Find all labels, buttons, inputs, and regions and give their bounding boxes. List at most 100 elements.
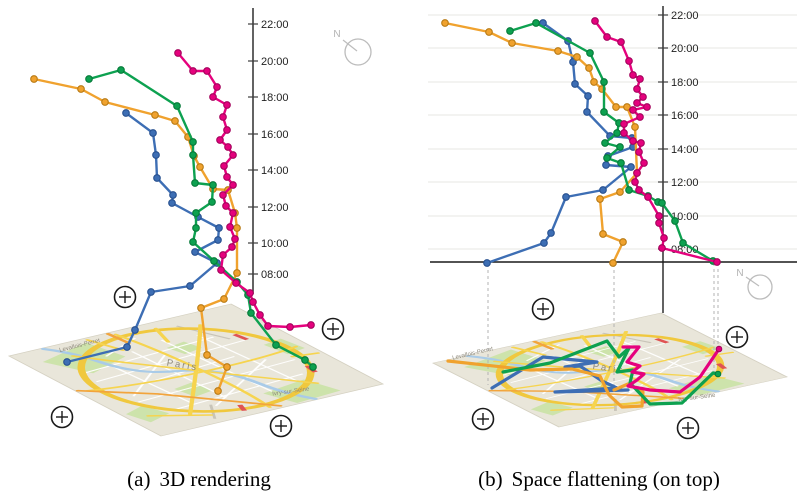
- map-major-road: [113, 333, 272, 408]
- trajectory-blue-point: [602, 161, 610, 169]
- trajectory-green-point: [625, 186, 633, 194]
- map-corner-control[interactable]: [50, 405, 74, 429]
- map-corner-control[interactable]: [113, 285, 137, 309]
- map-minor-road: [618, 359, 682, 401]
- trajectory-orange: [441, 19, 641, 267]
- map-major-road: [579, 335, 593, 348]
- map-rail-marker: [654, 338, 670, 344]
- trajectory-orange-point: [590, 78, 598, 86]
- trajectory-magenta-point: [633, 169, 641, 177]
- trajectory-magenta-point: [713, 258, 721, 266]
- trajectory-magenta-point: [636, 113, 644, 121]
- trajectory-orange-point: [101, 98, 109, 106]
- caption-a-text: 3D rendering: [159, 467, 271, 491]
- trajectory-orange-point: [616, 188, 624, 196]
- trajectory-blue-point: [540, 239, 548, 247]
- trajectory-green-point: [506, 27, 514, 35]
- trajectory-green-point: [189, 238, 197, 246]
- trajectory-green-point: [189, 151, 197, 159]
- time-tick-label: 22:00: [261, 19, 289, 31]
- trajectory-blue-point: [131, 326, 139, 334]
- trajectory-magenta-point: [229, 181, 237, 189]
- time-tick-label: 18:00: [261, 92, 289, 104]
- trajectory-orange-point: [599, 230, 607, 238]
- trajectory-magenta-point: [633, 85, 641, 93]
- trajectory-green-point: [247, 309, 255, 317]
- trajectory-blue-point: [186, 282, 194, 290]
- trajectory-green-line: [508, 21, 715, 263]
- trajectory-magenta-point: [633, 99, 641, 107]
- trajectory-magenta-point: [189, 67, 197, 75]
- map-corner-control[interactable]: [531, 297, 555, 321]
- map-minor-road: [150, 356, 236, 383]
- time-tick-label: 10:00: [261, 238, 289, 250]
- map-corner-control[interactable]: [269, 414, 293, 438]
- trajectory-magenta-point: [307, 321, 315, 329]
- trajectory-green-point: [679, 239, 687, 247]
- trajectory-magenta-point: [637, 139, 645, 147]
- trajectory-orange-point: [171, 117, 179, 125]
- trajectory-magenta-point: [635, 148, 643, 156]
- trajectory-green-point: [671, 217, 679, 225]
- map-major-road: [187, 324, 203, 415]
- flattened-trajectory-green: [501, 339, 720, 406]
- caption-b: (b) Space flattening (on top): [400, 467, 798, 492]
- trajectory-magenta-point: [660, 234, 668, 242]
- flattened-end-point-green: [714, 370, 722, 378]
- trajectory-orange-point: [554, 47, 562, 55]
- trajectory-magenta-point: [217, 266, 225, 274]
- trajectory-green-point: [272, 341, 280, 349]
- map-major-road: [146, 414, 214, 417]
- trajectory-orange-point: [485, 28, 493, 36]
- trajectory-magenta-point: [629, 106, 637, 114]
- time-tick-label: 12:00: [261, 202, 289, 214]
- time-tick-label: 20:00: [261, 56, 289, 68]
- trajectory-blue-point: [152, 151, 160, 159]
- trajectory-orange-point: [220, 295, 228, 303]
- map-rail-marker: [237, 404, 248, 411]
- trajectory-orange-point: [214, 387, 222, 395]
- map-corner-control[interactable]: [471, 407, 495, 431]
- flattened-trajectory-magenta: [621, 345, 721, 394]
- trajectory-magenta-point: [246, 289, 254, 297]
- trajectory-magenta-point: [219, 113, 227, 121]
- trajectory-green-point: [613, 129, 621, 137]
- trajectory-green-point: [208, 198, 216, 206]
- flattened-end-point-magenta: [715, 345, 723, 353]
- trajectory-magenta-point: [232, 279, 240, 287]
- trajectory-blue-point: [123, 343, 131, 351]
- time-tick-label: 16:00: [261, 129, 289, 141]
- map-major-road: [539, 341, 674, 401]
- map-corner-control[interactable]: [725, 325, 749, 349]
- trajectory-orange-point: [612, 103, 620, 111]
- map-corner-control[interactable]: [676, 416, 700, 440]
- map-minor-road: [562, 357, 652, 382]
- map-corner-control[interactable]: [321, 317, 345, 341]
- panel-space-flattening: 22:00 20:00 18:00 16:00 14:00 12:00 10:00 08:00…: [400, 0, 798, 504]
- map-major-road: [704, 351, 735, 357]
- trajectory-green-point: [600, 78, 608, 86]
- trajectory-magenta-point: [219, 191, 227, 199]
- trajectory-blue-point: [584, 92, 592, 100]
- trajectory-orange-point: [596, 195, 604, 203]
- map-major-road: [590, 331, 629, 409]
- map-park: [166, 341, 202, 355]
- trajectory-green-point: [603, 154, 611, 162]
- map-minor-road: [130, 351, 228, 398]
- trajectory-magenta-point: [249, 298, 257, 306]
- trajectory-magenta-point: [617, 38, 625, 46]
- trajectory-magenta-point: [603, 33, 611, 41]
- map-minor-road: [196, 334, 299, 382]
- trajectory-orange-point: [223, 363, 231, 371]
- trajectory-magenta-point: [635, 186, 643, 194]
- compass-needle: [745, 276, 760, 287]
- trajectory-magenta-point: [655, 219, 663, 227]
- time-tick-label: 12:00: [671, 177, 699, 189]
- trajectory-magenta-point: [226, 223, 234, 231]
- trajectory-orange-point: [609, 259, 617, 267]
- trajectory-blue-point: [483, 259, 491, 267]
- trajectory-green-point: [600, 108, 608, 116]
- trajectory-magenta-point: [223, 101, 231, 109]
- trajectory-green-line: [87, 68, 315, 369]
